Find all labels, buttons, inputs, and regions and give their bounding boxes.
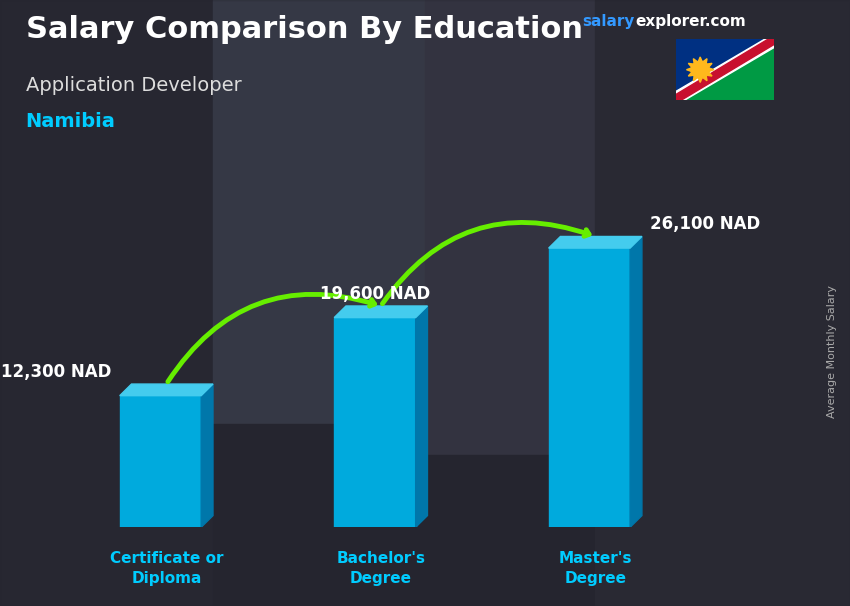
Text: salary: salary bbox=[582, 14, 635, 29]
Bar bbox=[212, 0, 425, 424]
Text: Salary Comparison By Education: Salary Comparison By Education bbox=[26, 15, 582, 44]
Polygon shape bbox=[201, 384, 213, 527]
Text: 19,600 NAD: 19,600 NAD bbox=[320, 285, 430, 303]
Polygon shape bbox=[416, 306, 428, 527]
Bar bbox=[212, 424, 425, 606]
Polygon shape bbox=[120, 384, 213, 396]
Polygon shape bbox=[676, 39, 774, 100]
Bar bbox=[120, 396, 201, 527]
Polygon shape bbox=[694, 59, 697, 64]
Text: Master's
Degree: Master's Degree bbox=[558, 551, 632, 585]
Polygon shape bbox=[676, 39, 774, 100]
Text: Certificate or
Diploma: Certificate or Diploma bbox=[110, 551, 223, 585]
Bar bbox=[425, 454, 595, 606]
Bar bbox=[548, 248, 630, 527]
Text: Application Developer: Application Developer bbox=[26, 76, 241, 95]
Text: Bachelor's
Degree: Bachelor's Degree bbox=[337, 551, 425, 585]
Polygon shape bbox=[699, 57, 702, 61]
Bar bbox=[425, 0, 595, 454]
Text: 12,300 NAD: 12,300 NAD bbox=[1, 363, 111, 381]
Polygon shape bbox=[334, 306, 428, 318]
Polygon shape bbox=[703, 76, 707, 81]
Polygon shape bbox=[688, 72, 694, 76]
Text: explorer.com: explorer.com bbox=[636, 14, 746, 29]
Polygon shape bbox=[676, 39, 774, 100]
Polygon shape bbox=[687, 68, 691, 72]
Polygon shape bbox=[699, 78, 702, 82]
Polygon shape bbox=[709, 68, 714, 72]
Circle shape bbox=[691, 61, 709, 78]
Text: 26,100 NAD: 26,100 NAD bbox=[650, 215, 761, 233]
Polygon shape bbox=[676, 39, 774, 100]
Bar bbox=[595, 0, 850, 606]
Polygon shape bbox=[703, 59, 707, 64]
Polygon shape bbox=[630, 236, 642, 527]
Text: Average Monthly Salary: Average Monthly Salary bbox=[827, 285, 837, 418]
Polygon shape bbox=[548, 236, 642, 248]
Polygon shape bbox=[707, 64, 712, 67]
Bar bbox=[334, 318, 416, 527]
Polygon shape bbox=[707, 72, 712, 76]
Text: Namibia: Namibia bbox=[26, 112, 116, 131]
Bar bbox=[0, 0, 212, 606]
Polygon shape bbox=[694, 76, 697, 81]
Polygon shape bbox=[688, 64, 694, 67]
